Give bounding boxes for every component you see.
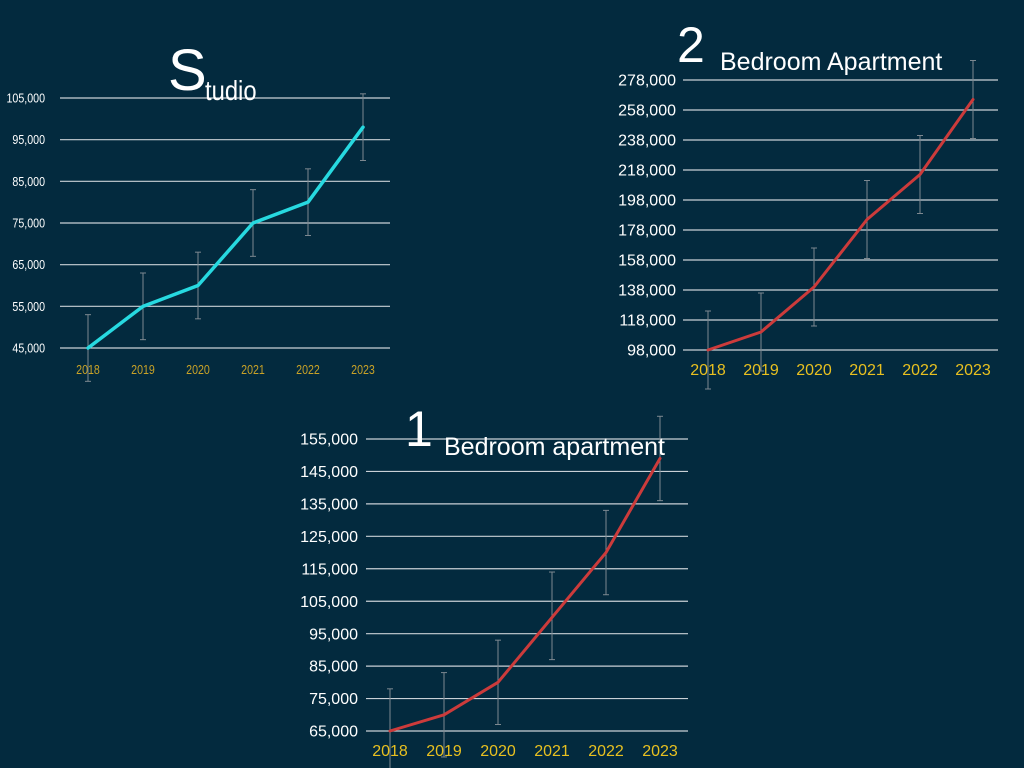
y-tick-label: 238,000 — [618, 133, 676, 150]
x-tick-label: 2021 — [241, 362, 265, 377]
y-tick-label: 98,000 — [627, 343, 676, 360]
x-tick-label: 2022 — [296, 362, 320, 377]
chart-title-letter: S — [168, 38, 207, 103]
y-tick-label: 118,000 — [619, 313, 676, 330]
y-tick-label: 45,000 — [12, 341, 45, 356]
y-tick-label: 125,000 — [300, 529, 358, 546]
x-tick-label: 2019 — [131, 362, 155, 377]
y-tick-label: 135,000 — [300, 496, 358, 513]
y-tick-label: 95,000 — [12, 132, 45, 147]
y-tick-label: 115,000 — [301, 561, 358, 578]
y-tick-label: 138,000 — [618, 283, 676, 300]
y-tick-label: 145,000 — [300, 464, 358, 481]
series-line — [388, 456, 662, 733]
y-tick-label: 178,000 — [618, 223, 676, 240]
chart-title-text: Bedroom apartment — [444, 433, 665, 461]
y-tick-label: 278,000 — [618, 73, 676, 90]
y-tick-label: 105,000 — [6, 91, 45, 106]
chart-title-text: Bedroom Apartment — [720, 48, 942, 76]
y-tick-label: 105,000 — [300, 594, 358, 611]
x-tick-label: 2023 — [642, 743, 678, 760]
x-tick-label: 2023 — [955, 362, 991, 379]
y-tick-label: 95,000 — [309, 626, 358, 643]
series-line — [86, 125, 365, 350]
chart-title-letter: 1 — [405, 401, 433, 457]
y-tick-label: 158,000 — [618, 253, 676, 270]
y-tick-label: 85,000 — [309, 659, 358, 676]
chart-two-bedroom: 98,000 118,000 138,000 158,000 178,000 198,00… — [618, 17, 998, 390]
y-tick-label: 65,000 — [309, 724, 358, 741]
y-tick-label: 258,000 — [618, 103, 676, 120]
y-tick-label: 55,000 — [12, 299, 45, 314]
x-tick-label: 2020 — [480, 743, 516, 760]
y-tick-label: 65,000 — [12, 257, 45, 272]
x-tick-label: 2022 — [588, 743, 624, 760]
chart-title-letter: 2 — [677, 17, 705, 73]
chart-one-bedroom: 65,00075,00085,00095,000105,000115,00012… — [300, 401, 688, 768]
x-tick-label: 2023 — [351, 362, 375, 377]
x-tick-label: 2020 — [796, 362, 832, 379]
y-tick-label: 75,000 — [12, 216, 45, 231]
y-tick-label: 198,000 — [618, 193, 676, 210]
y-tick-label: 218,000 — [618, 163, 676, 180]
y-tick-label: 75,000 — [309, 691, 358, 708]
y-tick-label: 85,000 — [12, 174, 45, 189]
y-tick-label: 155,000 — [300, 432, 358, 449]
x-tick-label: 2020 — [186, 362, 210, 377]
chart-studio: 45,000 55,000 65,000 75,000 85,000 95,000 105,… — [6, 38, 390, 382]
series-line — [706, 98, 975, 352]
chart-title-text: tudio — [205, 74, 257, 106]
x-tick-label: 2021 — [534, 743, 570, 760]
x-tick-label: 2021 — [849, 362, 885, 379]
x-tick-label: 2022 — [902, 362, 938, 379]
